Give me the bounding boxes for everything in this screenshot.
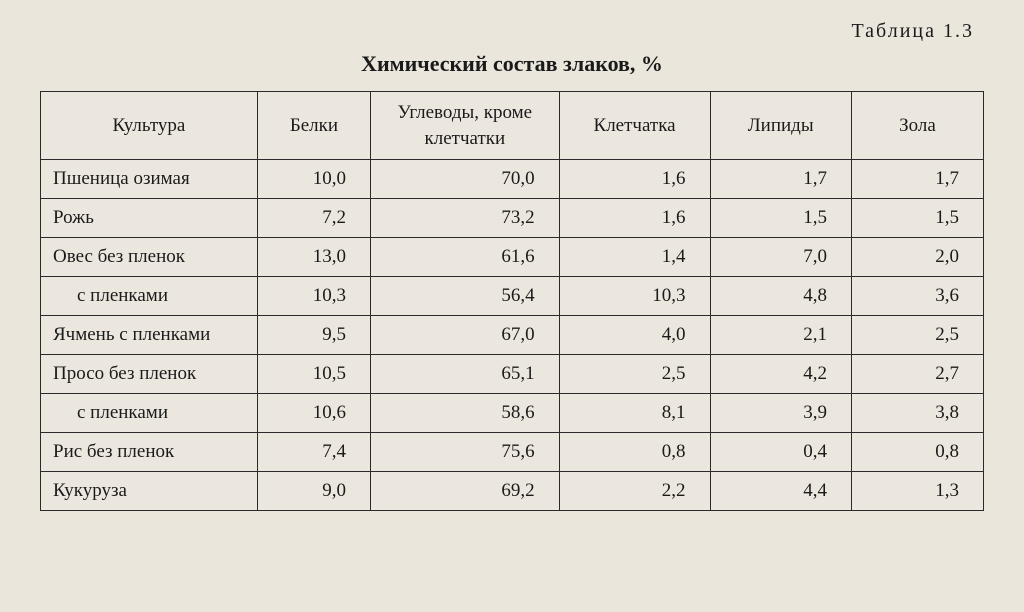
cell-value: 1,5: [710, 199, 851, 238]
table-row: Ячмень с пленками9,567,04,02,12,5: [41, 316, 984, 355]
cell-value: 3,9: [710, 394, 851, 433]
table-body: Пшеница озимая10,070,01,61,71,7Рожь7,273…: [41, 160, 984, 511]
cell-value: 1,4: [559, 238, 710, 277]
table-row: Рожь7,273,21,61,51,5: [41, 199, 984, 238]
cell-value: 75,6: [371, 433, 560, 472]
cell-value: 1,7: [851, 160, 983, 199]
cell-value: 1,3: [851, 472, 983, 511]
cell-value: 10,6: [257, 394, 370, 433]
cell-value: 1,6: [559, 160, 710, 199]
cell-value: 7,0: [710, 238, 851, 277]
cell-value: 4,0: [559, 316, 710, 355]
table-number-label: Таблица 1.3: [40, 20, 974, 43]
cell-value: 8,1: [559, 394, 710, 433]
row-label: Овес без пленок: [41, 238, 258, 277]
row-label: Просо без пленок: [41, 355, 258, 394]
col-header-protein: Белки: [257, 92, 370, 160]
cell-value: 2,1: [710, 316, 851, 355]
cell-value: 58,6: [371, 394, 560, 433]
cell-value: 70,0: [371, 160, 560, 199]
cell-value: 10,0: [257, 160, 370, 199]
cell-value: 2,7: [851, 355, 983, 394]
col-header-ash: Зола: [851, 92, 983, 160]
cell-value: 9,5: [257, 316, 370, 355]
table-header-row: Культура Белки Углеводы, кроме клетчатки…: [41, 92, 984, 160]
cell-value: 69,2: [371, 472, 560, 511]
table-title: Химический состав злаков, %: [40, 51, 984, 77]
cell-value: 4,2: [710, 355, 851, 394]
table-row: Кукуруза9,069,22,24,41,3: [41, 472, 984, 511]
cell-value: 4,8: [710, 277, 851, 316]
table-row: Просо без пленок10,565,12,54,22,7: [41, 355, 984, 394]
table-row: Пшеница озимая10,070,01,61,71,7: [41, 160, 984, 199]
col-header-culture: Культура: [41, 92, 258, 160]
cell-value: 10,5: [257, 355, 370, 394]
cell-value: 1,5: [851, 199, 983, 238]
cell-value: 7,4: [257, 433, 370, 472]
cell-value: 3,6: [851, 277, 983, 316]
table-row: Рис без пленок7,475,60,80,40,8: [41, 433, 984, 472]
cell-value: 56,4: [371, 277, 560, 316]
col-header-carbs: Углеводы, кроме клетчатки: [371, 92, 560, 160]
row-label: с пленками: [41, 394, 258, 433]
row-label: Ячмень с пленками: [41, 316, 258, 355]
cell-value: 0,8: [851, 433, 983, 472]
composition-table: Культура Белки Углеводы, кроме клетчатки…: [40, 91, 984, 511]
cell-value: 73,2: [371, 199, 560, 238]
cell-value: 13,0: [257, 238, 370, 277]
cell-value: 10,3: [559, 277, 710, 316]
row-label: Пшеница озимая: [41, 160, 258, 199]
cell-value: 3,8: [851, 394, 983, 433]
cell-value: 7,2: [257, 199, 370, 238]
cell-value: 2,5: [559, 355, 710, 394]
row-label: Кукуруза: [41, 472, 258, 511]
cell-value: 1,6: [559, 199, 710, 238]
cell-value: 0,4: [710, 433, 851, 472]
table-row: с пленками10,356,410,34,83,6: [41, 277, 984, 316]
cell-value: 4,4: [710, 472, 851, 511]
cell-value: 10,3: [257, 277, 370, 316]
cell-value: 2,5: [851, 316, 983, 355]
cell-value: 2,2: [559, 472, 710, 511]
cell-value: 9,0: [257, 472, 370, 511]
cell-value: 2,0: [851, 238, 983, 277]
row-label: Рожь: [41, 199, 258, 238]
cell-value: 1,7: [710, 160, 851, 199]
col-header-lipids: Липиды: [710, 92, 851, 160]
row-label: Рис без пленок: [41, 433, 258, 472]
cell-value: 65,1: [371, 355, 560, 394]
table-row: с пленками10,658,68,13,93,8: [41, 394, 984, 433]
cell-value: 0,8: [559, 433, 710, 472]
col-header-fiber: Клетчатка: [559, 92, 710, 160]
table-row: Овес без пленок13,061,61,47,02,0: [41, 238, 984, 277]
cell-value: 61,6: [371, 238, 560, 277]
cell-value: 67,0: [371, 316, 560, 355]
row-label: с пленками: [41, 277, 258, 316]
